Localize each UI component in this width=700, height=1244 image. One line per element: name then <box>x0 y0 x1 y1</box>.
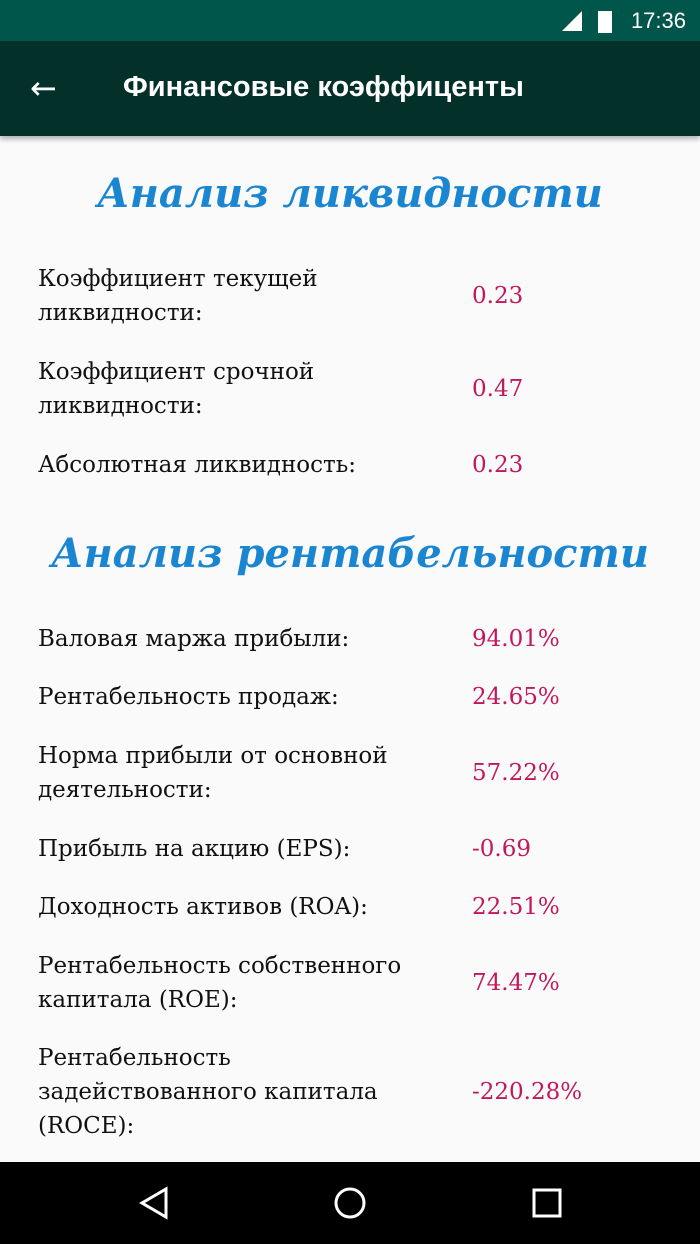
list-item: Доходность активов (ROA): 22.51% <box>38 894 560 920</box>
list-item: Рентабельность задействованного капитала… <box>38 1045 583 1139</box>
list-item: Рентабельность продаж: 24.65% <box>38 684 560 710</box>
liquidity-heading: Анализ ликвидности <box>97 170 603 217</box>
status-bar: 17:36 <box>0 0 700 41</box>
navigation-bar <box>0 1162 700 1244</box>
clock: 17:36 <box>630 8 686 33</box>
app-bar: ← Финансовые коэффиценты <box>0 41 700 136</box>
list-item: Коэффициент текущей ликвидности: 0.23 <box>38 266 524 326</box>
list-item: Абсолютная ликвидность: 0.23 <box>38 452 524 478</box>
page-title: Финансовые коэффиценты <box>123 71 524 103</box>
list-item: Рентабельность собственного капитала (RO… <box>38 953 560 1013</box>
signal-battery-icon <box>562 11 612 33</box>
home-nav-icon[interactable] <box>333 1186 367 1220</box>
list-item: Норма прибыли от основной деятельности: 5… <box>38 743 560 803</box>
back-arrow-icon[interactable]: ← <box>30 69 57 107</box>
list-item: Коэффициент срочной ликвидности: 0.47 <box>38 359 524 419</box>
list-item: Валовая маржа прибыли: 94.01% <box>38 626 560 652</box>
profitability-heading: Анализ рентабельности <box>51 530 649 577</box>
recents-nav-icon[interactable] <box>532 1188 562 1218</box>
list-item: Прибыль на акцию (EPS): -0.69 <box>38 836 531 862</box>
back-nav-icon[interactable] <box>138 1186 170 1220</box>
